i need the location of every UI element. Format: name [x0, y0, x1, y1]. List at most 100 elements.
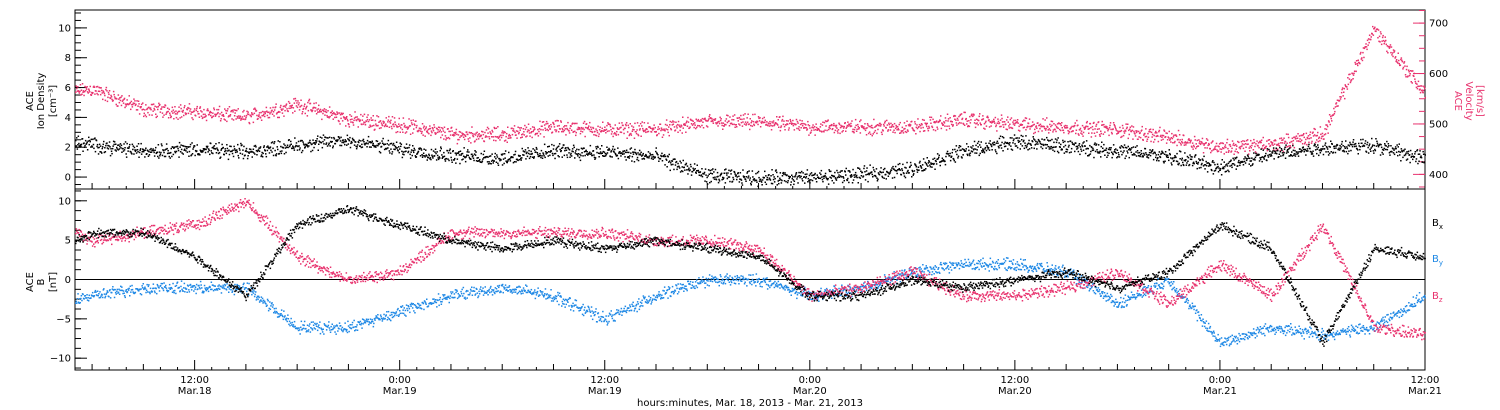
- series-velocity-point: [557, 131, 560, 133]
- series-ion-density-point: [884, 167, 886, 170]
- series-velocity-point: [552, 122, 555, 124]
- series-velocity-point: [323, 110, 325, 113]
- series-velocity-point: [291, 104, 293, 107]
- series-ion-density-point: [864, 171, 866, 173]
- series-velocity-point: [615, 134, 617, 136]
- series-velocity-point: [1335, 103, 1337, 105]
- series-velocity-point: [1421, 89, 1423, 91]
- series-velocity-point: [625, 122, 628, 124]
- series-ion-density-point: [266, 149, 269, 152]
- series-ion-density-point: [390, 148, 392, 150]
- series-velocity-point: [1024, 117, 1027, 119]
- series-ion-density-point: [155, 146, 157, 149]
- series-ion-density-point: [439, 157, 441, 159]
- series-ion-density-point: [280, 152, 283, 155]
- series-ion-density-point: [181, 152, 183, 154]
- series-velocity-point: [541, 125, 543, 127]
- series-ion-density-point: [1146, 156, 1149, 158]
- series-velocity-point: [1338, 99, 1341, 102]
- series-ion-density-point: [460, 154, 462, 156]
- series-ion-density-point: [535, 146, 538, 149]
- series-ion-density-point: [1052, 146, 1055, 148]
- series-ion-density-point: [1057, 151, 1060, 154]
- series-ion-density-point: [917, 169, 919, 171]
- series-ion-density-point: [225, 150, 227, 152]
- series-ion-density-point: [505, 160, 507, 162]
- series-velocity-point: [383, 125, 386, 128]
- series-velocity-point: [1381, 36, 1384, 39]
- series-ion-density-point: [392, 142, 395, 145]
- series-ion-density-point: [175, 150, 178, 153]
- series-velocity-point: [95, 86, 98, 88]
- series-velocity-point: [1308, 137, 1311, 140]
- series-velocity-point: [986, 115, 989, 118]
- series-ion-density-point: [228, 149, 230, 151]
- series-velocity-point: [639, 122, 642, 125]
- series-velocity-point: [640, 135, 642, 137]
- series-velocity-point: [1350, 80, 1352, 82]
- series-velocity-point: [858, 128, 860, 130]
- series-ion-density-point: [183, 149, 185, 151]
- series-ion-density-point: [158, 151, 161, 153]
- series-velocity-point: [1007, 121, 1009, 123]
- series-velocity-point: [724, 120, 727, 122]
- series-velocity-point: [1310, 137, 1312, 139]
- series-velocity-point: [519, 129, 521, 131]
- series-velocity-point: [1201, 141, 1203, 144]
- series-ion-density-point: [561, 156, 563, 158]
- series-ion-density-point: [847, 177, 849, 180]
- series-ion-density-point: [761, 179, 764, 181]
- series-velocity-point: [86, 91, 89, 93]
- series-velocity-point: [903, 128, 905, 130]
- series-velocity-point: [995, 125, 997, 128]
- series-ion-density-point: [893, 176, 896, 179]
- series-ion-density-point: [1281, 149, 1283, 152]
- series-velocity-point: [624, 127, 626, 130]
- series-ion-density-point: [968, 153, 971, 155]
- series-ion-density-point: [1104, 154, 1106, 156]
- series-velocity-point: [243, 109, 245, 112]
- series-velocity-point: [467, 133, 469, 136]
- series-velocity-point: [264, 115, 266, 118]
- series-velocity-point: [1150, 131, 1153, 134]
- series-ion-density-point: [1082, 142, 1084, 144]
- series-velocity-point: [394, 123, 397, 126]
- series-ion-density-point: [218, 151, 221, 154]
- series-ion-density-point: [1158, 160, 1160, 162]
- series-ion-density-point: [700, 174, 703, 176]
- series-ion-density-point: [399, 142, 401, 144]
- series-ion-density-point: [967, 146, 970, 148]
- series-ion-density-point: [950, 155, 953, 158]
- series-velocity-point: [1365, 43, 1367, 45]
- series-ion-density-point: [172, 146, 174, 148]
- series-velocity-point: [367, 120, 370, 123]
- series-ion-density-point: [344, 139, 346, 141]
- series-velocity-point: [1131, 125, 1133, 127]
- series-ion-density-point: [811, 179, 814, 182]
- series-velocity-point: [253, 112, 256, 115]
- series-velocity-point: [503, 131, 505, 133]
- series-velocity-point: [1093, 132, 1096, 134]
- series-ion-density-point: [116, 146, 118, 149]
- series-velocity-point: [523, 134, 526, 136]
- series-ion-density-point: [993, 141, 995, 143]
- series-velocity-point: [839, 126, 842, 129]
- series-ion-density-point: [310, 150, 312, 153]
- series-ion-density-point: [499, 159, 501, 162]
- series-velocity-point: [539, 120, 541, 123]
- series-velocity-point: [454, 132, 457, 135]
- series-velocity-point: [1083, 128, 1086, 130]
- series-ion-density-point: [292, 146, 295, 148]
- series-ion-density-point: [186, 147, 188, 150]
- series-velocity-point: [178, 106, 180, 108]
- series-velocity-point: [441, 134, 444, 136]
- series-velocity-point: [732, 115, 734, 117]
- series-velocity-point: [1185, 144, 1187, 146]
- series-velocity-point: [98, 86, 100, 89]
- series-ion-density-point: [1267, 156, 1270, 158]
- series-velocity-point: [411, 123, 413, 126]
- series-velocity-point: [623, 132, 625, 135]
- series-velocity-point: [1119, 130, 1122, 133]
- series-velocity-point: [1285, 133, 1288, 135]
